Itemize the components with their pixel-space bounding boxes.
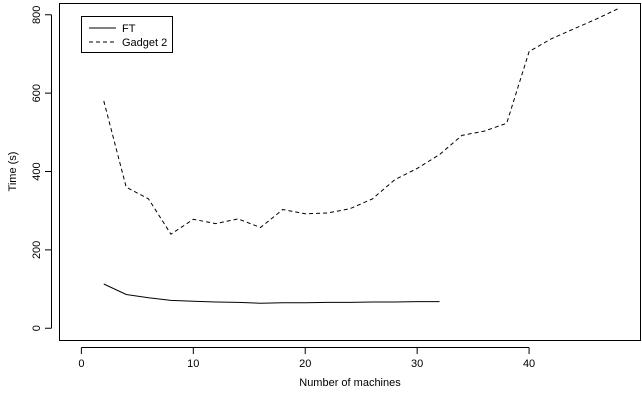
x-tick-label: 40 xyxy=(523,358,535,370)
series-line-gadget-2 xyxy=(103,8,619,235)
x-axis-label: Number of machines xyxy=(299,377,401,389)
x-axis: 0 10 20 30 40 xyxy=(78,347,535,370)
y-axis: 0 200 400 600 800 xyxy=(31,6,52,331)
x-tick-label: 0 xyxy=(78,358,84,370)
plot-area xyxy=(59,3,641,341)
y-tick-label: 200 xyxy=(31,241,43,259)
x-tick-label: 10 xyxy=(187,358,199,370)
y-tick-label: 600 xyxy=(31,84,43,102)
legend-box xyxy=(81,16,173,53)
x-tick-label: 20 xyxy=(299,358,311,370)
legend-label-gadget-2: Gadget 2 xyxy=(122,37,167,49)
y-axis-label: Time (s) xyxy=(7,152,19,192)
y-tick-label: 400 xyxy=(31,162,43,180)
legend: FT Gadget 2 xyxy=(81,16,173,53)
series-line-ft xyxy=(103,283,440,304)
series-layer xyxy=(103,8,619,304)
y-tick-label: 0 xyxy=(31,325,43,331)
x-tick-label: 30 xyxy=(411,358,423,370)
legend-label-ft: FT xyxy=(122,23,136,35)
plot-frame xyxy=(59,3,641,341)
y-tick-label: 800 xyxy=(31,6,43,24)
